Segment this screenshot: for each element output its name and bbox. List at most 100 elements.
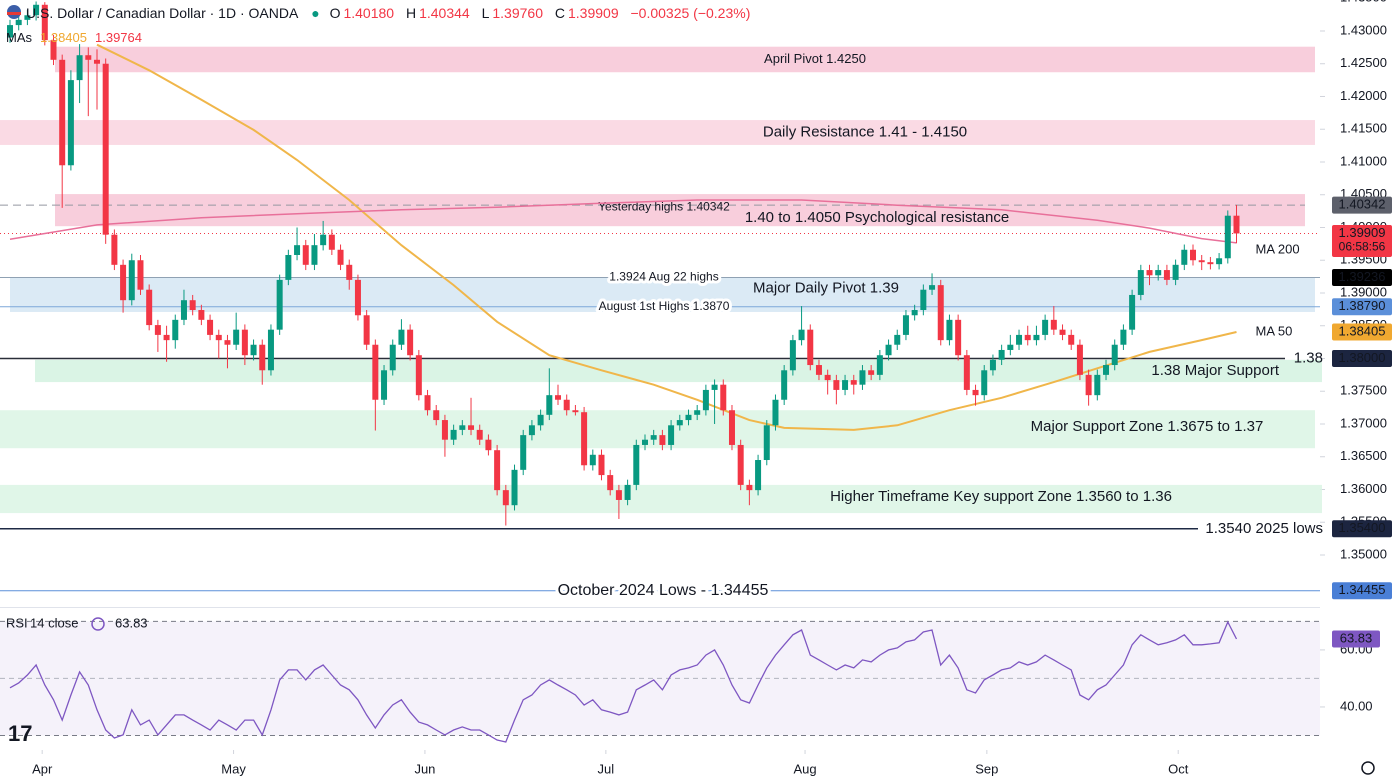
price-badge-timer: 06:58:56 [1339, 240, 1386, 254]
level-label: August 1st Highs 1.3870 [599, 299, 730, 313]
candle-body [937, 285, 944, 341]
ma50-value: 1.38405 [40, 30, 87, 45]
zone [0, 484, 1322, 514]
low-label: L [481, 5, 490, 21]
price-badge-label: 1.35400 [1339, 520, 1386, 535]
candle-body [1033, 334, 1040, 341]
candle-body [929, 285, 936, 290]
candle-body [1137, 270, 1144, 295]
candle-body [728, 410, 735, 445]
ma-label: MAs [6, 30, 32, 45]
price-badge [1332, 323, 1392, 341]
candle-body [346, 264, 353, 280]
zone-label: Major Support Zone 1.3675 to 1.37 [1031, 418, 1264, 435]
candle-body [1024, 334, 1031, 341]
candle-body [128, 260, 135, 301]
candle-body [154, 325, 161, 335]
symbol-header: U.S. Dollar / Canadian Dollar · 1D · OAN… [6, 4, 758, 21]
candle-body [755, 460, 762, 491]
price-badge-label: 1.40342 [1339, 197, 1386, 212]
candle-body [694, 410, 701, 415]
candle-body [41, 4, 48, 41]
x-tick-label: Jun [414, 761, 435, 776]
price-badge [1332, 269, 1392, 287]
candle-body [259, 344, 266, 371]
moving-average [9, 199, 1237, 244]
candle-body [337, 249, 344, 265]
candle-body [876, 355, 883, 375]
candle-body [1198, 260, 1205, 263]
rsi-title: RSI [6, 615, 28, 630]
candle-body [1172, 264, 1179, 280]
candle-body [624, 484, 631, 500]
candle-body [1076, 344, 1083, 375]
candle-body [76, 55, 83, 81]
y-tick-label: 1.42500 [1340, 55, 1387, 70]
candle-body [50, 40, 57, 60]
candle-body [415, 355, 422, 396]
candle-body [607, 475, 614, 491]
candle-body [389, 344, 396, 371]
candle-body [1042, 319, 1049, 335]
candle-body [233, 329, 240, 345]
candle-body [7, 25, 14, 38]
candle-body [1103, 365, 1110, 375]
high: 1.40344 [419, 5, 470, 21]
candle-body [546, 395, 553, 415]
candle-body [1016, 334, 1023, 345]
candle-body [868, 370, 875, 375]
candle-body [998, 349, 1005, 360]
candle-body [842, 380, 849, 390]
candle-body [1163, 270, 1170, 280]
candle-body [581, 412, 588, 466]
candle-body [885, 344, 892, 356]
zone [0, 120, 1315, 145]
rsi-line [9, 620, 1238, 743]
candle-body [520, 435, 527, 470]
candle-body [598, 454, 605, 476]
level-label: October 2024 Lows - 1.34455 [558, 582, 769, 599]
zone-label: April Pivot 1.4250 [764, 51, 866, 66]
open: 1.40180 [343, 5, 395, 21]
price-badge [1332, 196, 1392, 214]
price-badge [1332, 520, 1392, 538]
candle-body [189, 300, 196, 311]
y-tick-label: 1.35000 [1340, 546, 1387, 561]
candle-body [1085, 374, 1092, 396]
candle-body [302, 245, 309, 265]
price-badge [1332, 298, 1392, 316]
candle-body [1155, 270, 1162, 276]
candle-body [676, 420, 683, 426]
candle-body [424, 395, 431, 411]
zone-label: 1.38 Major Support [1151, 362, 1279, 379]
candle-body [555, 395, 562, 400]
zone-label: Major Daily Pivot 1.39 [753, 280, 899, 297]
candle-body [311, 245, 318, 265]
candle-body [1146, 270, 1153, 276]
x-tick-label: Apr [32, 761, 53, 776]
price-badge [1332, 582, 1392, 600]
tv-logo: 17 [8, 721, 32, 746]
y-tick-label: 1.42000 [1340, 88, 1387, 103]
price-badge-label: 1.38000 [1339, 350, 1386, 365]
candle-body [407, 329, 414, 356]
candle-body [354, 279, 361, 316]
rsi-icon [91, 617, 105, 631]
high-label: H [405, 5, 417, 21]
price-badge-label: 1.39909 [1339, 225, 1386, 240]
x-tick-label: Oct [1168, 761, 1189, 776]
candle-body [363, 315, 370, 345]
candle-body [1059, 329, 1066, 335]
candle-body [120, 264, 127, 301]
candle-body [537, 414, 544, 426]
candle-body [1181, 249, 1188, 265]
open-label: O [329, 5, 341, 21]
candle-body [1050, 319, 1057, 330]
candle-body [198, 310, 205, 320]
price-badge-label: 1.38790 [1339, 298, 1386, 313]
candle-body [981, 370, 988, 396]
low: 1.39760 [492, 5, 543, 21]
candle-body [85, 55, 92, 60]
candle-body [1094, 374, 1101, 396]
